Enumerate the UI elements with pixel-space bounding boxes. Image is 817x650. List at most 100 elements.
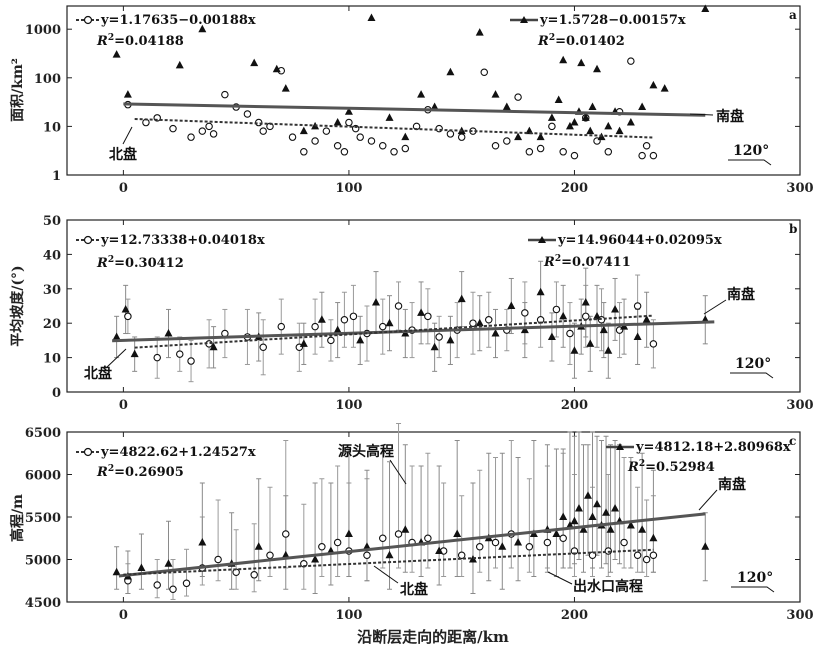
north-data-point — [394, 530, 403, 538]
north-data-point — [318, 542, 326, 551]
south-data-point — [198, 24, 207, 33]
north-data-point — [548, 122, 556, 131]
north-data-point — [205, 122, 213, 131]
panel-c-label-south: 南盘 — [718, 476, 746, 493]
north-data-point — [214, 555, 222, 564]
r2-value: =0.30412 — [114, 256, 184, 271]
south-data-point — [599, 325, 608, 334]
panel-c-fit-north-r2: R2=0.26905 — [96, 464, 184, 480]
south-data-point — [299, 339, 308, 347]
south-data-point — [498, 542, 507, 550]
panel-a-y-tick-labels: 1 10 100 1000 — [25, 23, 61, 184]
north-data-point — [491, 538, 500, 547]
north-data-point — [552, 305, 561, 314]
south-data-point — [660, 84, 669, 92]
north-data-point — [424, 534, 432, 542]
north-data-point — [349, 312, 358, 321]
north-data-point — [390, 148, 398, 156]
south-data-point — [112, 332, 121, 340]
south-data-point — [164, 329, 173, 337]
south-data-point — [446, 67, 455, 76]
y-tick-label: 10 — [43, 352, 61, 367]
north-data-point — [327, 336, 335, 345]
north-data-point — [514, 93, 522, 101]
south-data-point — [175, 60, 184, 69]
south-data-point — [547, 113, 556, 121]
panel-a-markers — [112, 4, 710, 160]
panel-c-label-north: 北盘 — [400, 581, 428, 598]
x-tick-label: 200 — [561, 181, 588, 196]
y-tick-label: 30 — [43, 283, 61, 298]
north-data-point — [543, 538, 552, 547]
south-data-point — [430, 342, 439, 351]
north-data-point — [266, 551, 274, 559]
south-data-point — [344, 529, 353, 537]
south-data-point — [164, 559, 173, 567]
south-data-point — [586, 126, 595, 135]
south-data-point — [554, 95, 563, 103]
north-data-point — [633, 302, 642, 310]
panel-b-angle-arrow — [730, 372, 774, 379]
r2-symbol: R — [96, 34, 108, 49]
r2-symbol: R — [537, 34, 549, 49]
panel-a-ticks — [67, 6, 801, 176]
south-data-point — [333, 325, 342, 334]
south-data-point — [606, 525, 615, 533]
north-data-point — [169, 585, 177, 593]
south-data-point — [593, 311, 602, 320]
north-data-point — [638, 151, 646, 160]
north-data-point — [153, 353, 161, 362]
north-data-point — [333, 538, 342, 547]
south-data-point — [385, 318, 394, 327]
panel-b-letter: b — [789, 222, 797, 236]
r2-value: =0.52984 — [645, 460, 715, 475]
south-data-point — [649, 80, 658, 89]
north-data-point — [633, 551, 642, 559]
north-data-point — [259, 343, 267, 352]
south-data-point — [491, 90, 500, 98]
panel-b-angle-label: 120° — [735, 356, 771, 372]
north-data-point — [288, 133, 297, 141]
north-data-point — [124, 312, 132, 321]
r2-symbol: R — [627, 460, 639, 475]
panel-b-fit-south-eq: y=14.96044+0.02095x — [557, 233, 722, 248]
south-data-point — [615, 126, 624, 135]
y-tick-label: 6000 — [25, 469, 61, 484]
south-data-point — [633, 332, 642, 340]
south-data-point — [577, 58, 586, 67]
north-data-point — [356, 133, 364, 141]
panel-a-letter: a — [789, 8, 797, 22]
north-data-point — [559, 534, 567, 542]
panel-b-north-pointer — [105, 348, 127, 369]
south-data-point — [642, 315, 651, 323]
south-data-point — [137, 563, 146, 571]
panel-b-fit-north-r2: R2=0.30412 — [96, 255, 184, 271]
panel-a-legend-south-marker — [520, 16, 528, 23]
north-data-point — [566, 329, 574, 338]
x-tick-label: 100 — [335, 398, 362, 413]
south-data-point — [123, 90, 132, 98]
north-data-point — [243, 110, 252, 118]
panel-b-x-tick-labels: 0 100 200 300 — [119, 398, 814, 413]
south-data-point — [559, 512, 568, 520]
south-data-point — [435, 546, 444, 554]
north-data-point — [367, 137, 376, 145]
panel-b-label-south: 南盘 — [727, 286, 755, 303]
south-data-point — [507, 301, 516, 309]
north-data-point — [475, 542, 484, 551]
north-data-point — [333, 141, 342, 150]
north-data-point — [176, 350, 184, 358]
south-data-point — [638, 102, 647, 111]
panel-c-source-pointer — [389, 459, 407, 485]
south-data-point — [579, 525, 588, 533]
south-data-point — [602, 508, 611, 516]
north-data-point — [250, 571, 258, 579]
x-tick-label: 0 — [119, 608, 128, 623]
north-fit-line — [123, 548, 654, 576]
panel-a-area: 1 10 100 1000 0 100 200 300 a y=1.17635−0.0018… — [9, 4, 814, 196]
panel-c-label-source: 源头高程 — [338, 443, 394, 460]
south-data-point — [701, 4, 710, 13]
panel-a-fit-north-r2: R2=0.04188 — [96, 33, 184, 49]
north-data-point — [559, 148, 567, 156]
south-data-point — [604, 346, 613, 354]
